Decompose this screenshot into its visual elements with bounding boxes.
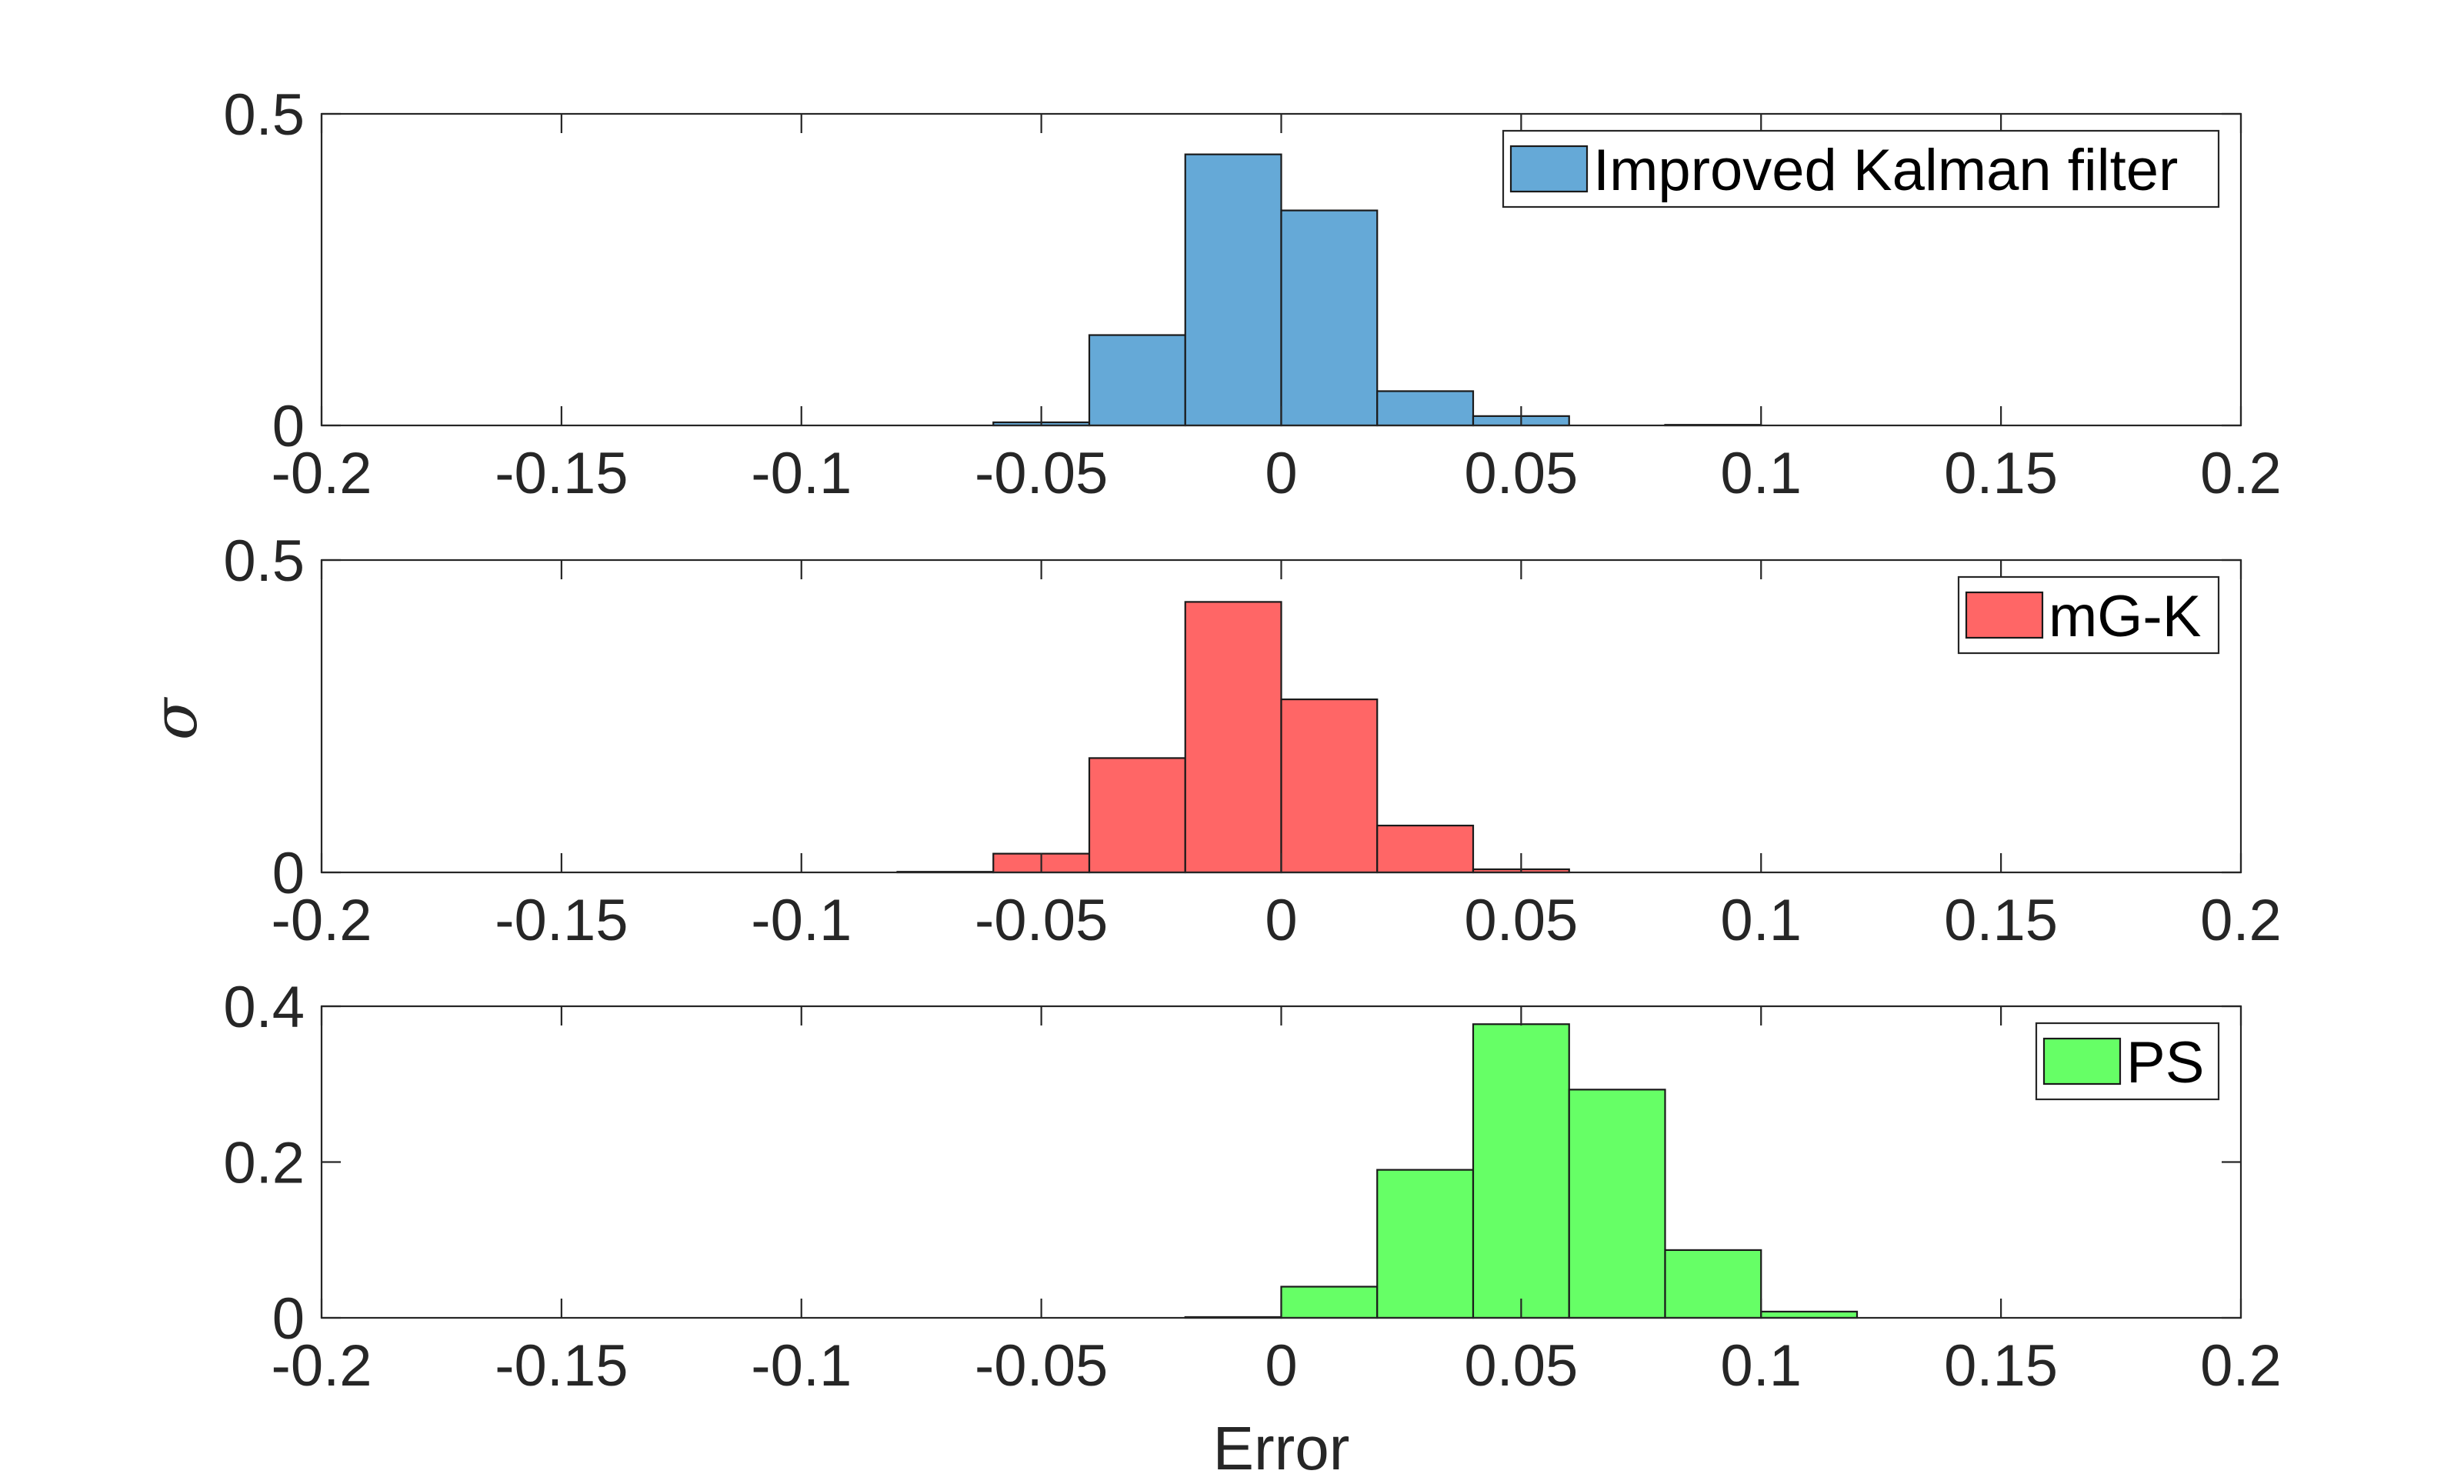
subplot-2: -0.2 -0.15 -0.1 -0.05 0 0.05 0.1 0.15 0.2 0 0.5 mG-… — [223, 529, 2281, 953]
legend-swatch — [1509, 145, 1589, 193]
legend: mG-K — [1957, 575, 2220, 655]
x-tick-label: 0 — [1265, 888, 1297, 953]
axes-background — [322, 1006, 2241, 1318]
x-tick-label: 0.1 — [1720, 441, 1802, 506]
x-tick-label: 0.2 — [2200, 888, 2282, 953]
histogram-bars — [992, 153, 1762, 427]
histogram-bar — [1280, 1286, 1379, 1319]
x-tick-label: -0.2 — [272, 1333, 372, 1399]
x-tick-label: -0.2 — [272, 441, 372, 506]
subplot-panels: -0.2 -0.15 -0.1 -0.05 0 0.05 0.1 0.15 0.2 0 0.5 Imp… — [223, 82, 2281, 1482]
y-tick-label: 0.5 — [223, 529, 305, 594]
histogram-bar — [1760, 1310, 1859, 1319]
legend-box — [1502, 129, 2220, 208]
x-tick-label: 0.2 — [2200, 1333, 2282, 1399]
x-tick-label: -0.05 — [975, 1333, 1108, 1399]
x-tick-label: 0 — [1265, 441, 1297, 506]
y-axis-label: σ — [139, 696, 211, 740]
x-tick-label: 0.2 — [2200, 441, 2282, 506]
x-tick-label: -0.15 — [495, 441, 628, 506]
x-tick-label: 0.05 — [1464, 441, 1578, 506]
histogram-bar — [1280, 209, 1379, 427]
histogram-bar — [1568, 1089, 1666, 1319]
histogram-bars — [896, 601, 1570, 874]
x-tick-label: 0.05 — [1464, 888, 1578, 953]
y-tick-label: 0.2 — [223, 1131, 305, 1196]
x-tick-label: -0.1 — [751, 441, 852, 506]
x-tick-label: 0.15 — [1944, 441, 2058, 506]
legend-swatch — [2042, 1037, 2122, 1085]
histogram-bar — [1376, 824, 1475, 874]
x-tick-label: -0.05 — [975, 441, 1108, 506]
x-axis-label: Error — [1213, 1414, 1350, 1482]
histogram-bar — [1664, 1249, 1762, 1319]
x-tick-label: -0.1 — [751, 1333, 852, 1399]
histogram-bar — [1472, 1023, 1570, 1319]
x-tick-label: 0 — [1265, 1333, 1297, 1399]
subplot-3: -0.2 -0.15 -0.1 -0.05 0 0.05 0.1 0.15 0.2 0 0.2 0.4… — [223, 975, 2281, 1482]
subplot-1: -0.2 -0.15 -0.1 -0.05 0 0.05 0.1 0.15 0.2 0 0.5 Imp… — [223, 82, 2281, 506]
y-tick-label: 0 — [272, 394, 305, 459]
y-tick-label: 0.4 — [223, 975, 305, 1040]
histogram-bar — [1280, 698, 1379, 874]
x-tick-label: -0.15 — [495, 1333, 628, 1399]
legend-label: PS — [2126, 1030, 2204, 1095]
legend-label: Improved Kalman filter — [1593, 138, 2178, 203]
histogram-bars — [1184, 1023, 1859, 1319]
y-tick-label: 0.5 — [223, 82, 305, 148]
histogram-bar — [1088, 757, 1186, 874]
legend-label: mG-K — [2049, 584, 2201, 649]
y-tick-label: 0 — [272, 841, 305, 906]
x-tick-label: -0.2 — [272, 888, 372, 953]
legend: Improved Kalman filter — [1502, 129, 2220, 208]
histogram-bar — [1184, 601, 1282, 874]
x-tick-label: -0.1 — [751, 888, 852, 953]
y-tick-label: 0 — [272, 1286, 305, 1352]
histogram-bar — [1376, 1169, 1475, 1319]
legend: PS — [2035, 1022, 2220, 1101]
histogram-bar — [1088, 334, 1186, 427]
x-tick-label: -0.05 — [975, 888, 1108, 953]
x-tick-label: 0.1 — [1720, 1333, 1802, 1399]
x-tick-label: -0.15 — [495, 888, 628, 953]
legend-swatch — [1965, 591, 2044, 639]
x-tick-label: 0.05 — [1464, 1333, 1578, 1399]
x-tick-label: 0.15 — [1944, 1333, 2058, 1399]
histogram-bar — [1376, 390, 1475, 427]
histogram-bar — [1184, 153, 1282, 427]
x-tick-label: 0.1 — [1720, 888, 1802, 953]
x-tick-label: 0.15 — [1944, 888, 2058, 953]
